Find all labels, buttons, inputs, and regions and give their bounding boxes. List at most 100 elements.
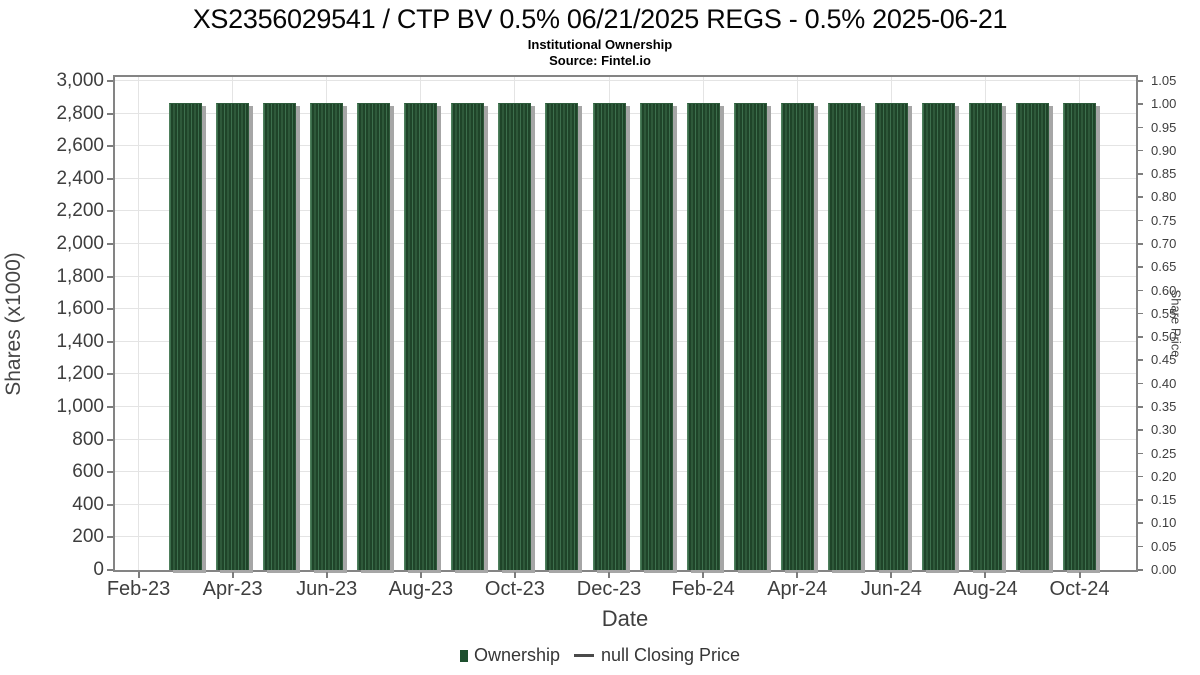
- ownership-bar[interactable]: [780, 103, 814, 570]
- x-tick-mark: [231, 572, 234, 578]
- x-tick-label: Feb-24: [671, 578, 735, 600]
- y-tick-label-left: 800: [72, 428, 104, 450]
- legend-item-closing-price[interactable]: null Closing Price: [560, 645, 740, 666]
- y-tick-label-left: 2,400: [56, 167, 104, 189]
- y-tick-label-right: 0.80: [1151, 189, 1177, 205]
- x-tick-label: Aug-23: [388, 578, 454, 600]
- x-tick-label: Apr-23: [202, 578, 263, 600]
- y-tick-mark-right: [1138, 569, 1143, 571]
- legend-item-ownership[interactable]: Ownership: [459, 645, 560, 666]
- y-tick-mark-right: [1138, 126, 1143, 129]
- y-tick-mark-right: [1138, 545, 1143, 548]
- x-tick-mark: [984, 572, 987, 578]
- ownership-bar[interactable]: [686, 103, 720, 570]
- legend-closing-price-label: null Closing Price: [600, 645, 741, 665]
- ownership-bar[interactable]: [874, 103, 908, 570]
- y-tick-mark-left: [107, 406, 113, 408]
- gridline-horizontal: [115, 80, 1136, 81]
- x-tick-mark: [137, 572, 140, 578]
- x-tick-mark: [513, 572, 516, 578]
- y-tick-mark-left: [107, 210, 113, 213]
- y-tick-mark-right: [1138, 522, 1143, 524]
- ownership-bar[interactable]: [404, 103, 438, 570]
- y-tick-label-left: 0: [93, 559, 104, 580]
- ownership-bar[interactable]: [263, 103, 297, 570]
- y-tick-mark-right: [1138, 243, 1143, 245]
- y-tick-mark-right: [1138, 312, 1143, 315]
- plot-area: [113, 75, 1138, 572]
- y-tick-label-left: 1,800: [56, 265, 104, 287]
- y-tick-label-right: 0.10: [1151, 515, 1177, 531]
- y-tick-label-right: 0.15: [1151, 492, 1177, 508]
- x-tick-label: Oct-23: [484, 578, 545, 600]
- ownership-bar[interactable]: [498, 103, 532, 570]
- x-tick-label: Oct-24: [1049, 578, 1110, 600]
- x-tick-mark: [419, 572, 422, 578]
- y-tick-label-right: 0.30: [1151, 422, 1177, 438]
- ownership-bar[interactable]: [357, 103, 391, 570]
- y-tick-mark-right: [1138, 429, 1143, 431]
- ownership-bar[interactable]: [1063, 103, 1097, 570]
- y-tick-mark-right: [1138, 173, 1143, 175]
- y-tick-mark-left: [107, 177, 113, 180]
- y-tick-label-right: 0.90: [1151, 142, 1177, 158]
- ownership-bar[interactable]: [1015, 103, 1049, 570]
- x-tick-mark: [1078, 572, 1081, 578]
- y-tick-mark-right: [1138, 382, 1143, 385]
- ownership-bar[interactable]: [216, 103, 250, 570]
- y-tick-label-right: 0.55: [1151, 305, 1177, 321]
- x-tick-mark: [890, 572, 893, 578]
- y-tick-label-left: 3,000: [56, 70, 104, 91]
- x-tick-mark: [325, 572, 328, 578]
- x-tick-label: Feb-23: [106, 578, 171, 600]
- y-tick-label-left: 2,600: [56, 135, 104, 157]
- y-tick-label-right: 0.05: [1151, 538, 1177, 554]
- y-tick-mark-left: [107, 373, 113, 376]
- y-tick-mark-left: [107, 569, 113, 571]
- ownership-bar[interactable]: [921, 103, 955, 570]
- ownership-bar[interactable]: [169, 103, 203, 570]
- y-tick-label-right: 0.85: [1151, 166, 1177, 182]
- x-tick-label: Jun-23: [296, 578, 358, 600]
- gridline-vertical: [138, 77, 140, 570]
- y-tick-mark-right: [1138, 336, 1143, 338]
- ownership-bar[interactable]: [827, 103, 861, 570]
- x-tick-label: Jun-24: [860, 578, 922, 600]
- x-axis-title: Date: [601, 606, 649, 631]
- legend: Ownership null Closing Price: [0, 645, 1200, 666]
- ownership-bar[interactable]: [733, 103, 767, 570]
- x-tick-mark: [608, 572, 611, 578]
- y-tick-mark-left: [107, 243, 113, 245]
- ownership-swatch-icon: [459, 649, 468, 662]
- y-tick-label-left: 2,200: [56, 200, 104, 222]
- y-tick-mark-right: [1138, 452, 1143, 455]
- ownership-bar[interactable]: [310, 103, 344, 570]
- legend-ownership-label: Ownership: [473, 645, 560, 665]
- page-title: XS2356029541 / CTP BV 0.5% 06/21/2025 RE…: [192, 4, 1008, 34]
- closing-price-line-icon: [573, 654, 594, 657]
- y-axis-title-right: Share Price: [1168, 289, 1184, 358]
- y-tick-label-right: 0.60: [1151, 282, 1177, 298]
- ownership-bar[interactable]: [968, 103, 1002, 570]
- y-tick-label-right: 0.40: [1151, 375, 1177, 391]
- ownership-bar[interactable]: [545, 103, 579, 570]
- y-tick-label-right: 0.70: [1151, 236, 1177, 251]
- y-tick-label-right: 0.45: [1151, 352, 1177, 368]
- y-tick-label-left: 2,000: [56, 233, 104, 254]
- y-tick-label-left: 600: [72, 461, 104, 483]
- y-tick-label-right: 0.35: [1151, 399, 1177, 414]
- y-tick-label-left: 2,800: [56, 102, 104, 124]
- y-tick-mark-right: [1138, 289, 1143, 292]
- x-tick-mark: [702, 572, 705, 578]
- y-tick-mark-left: [107, 438, 113, 441]
- x-tick-label: Apr-24: [767, 578, 828, 600]
- ownership-bar[interactable]: [592, 103, 626, 570]
- y-tick-mark-left: [107, 145, 113, 148]
- ownership-bar[interactable]: [639, 103, 673, 570]
- y-tick-mark-left: [107, 471, 113, 474]
- y-tick-label-left: 400: [72, 493, 104, 515]
- ownership-bar[interactable]: [451, 103, 485, 570]
- y-tick-label-left: 200: [72, 526, 104, 548]
- y-tick-label-right: 0.65: [1151, 259, 1177, 275]
- y-tick-mark-right: [1138, 196, 1143, 198]
